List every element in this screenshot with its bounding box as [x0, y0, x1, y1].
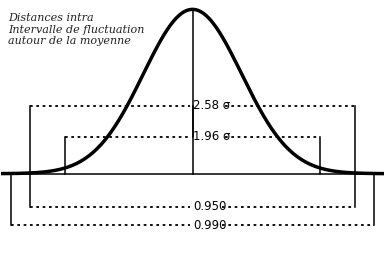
Text: Distances intra
Intervalle de fluctuation
autour de la moyenne: Distances intra Intervalle de fluctuatio…: [8, 13, 144, 46]
Text: 1.96 σ: 1.96 σ: [194, 130, 231, 143]
Text: 2.58 σ: 2.58 σ: [194, 99, 231, 112]
Text: 0.950: 0.950: [194, 200, 227, 213]
Text: 0.990: 0.990: [194, 219, 227, 232]
